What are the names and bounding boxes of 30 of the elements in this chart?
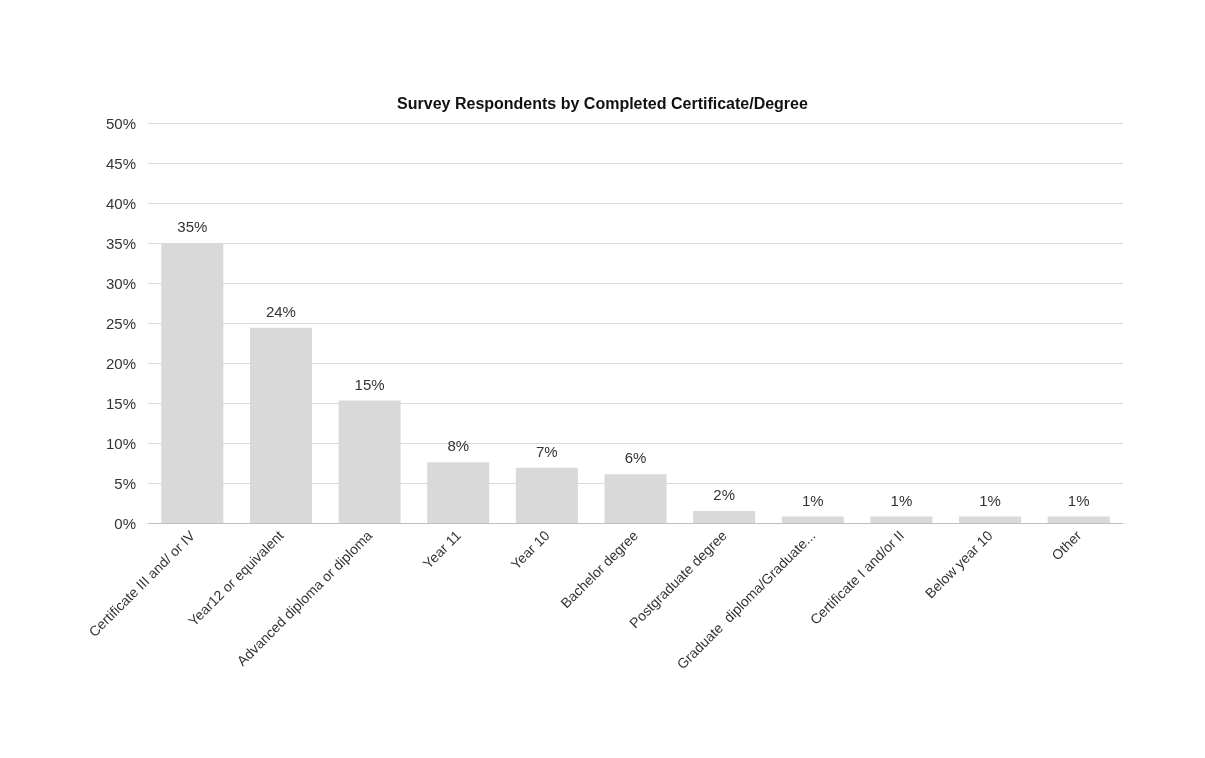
- x-tick-label: Year 10: [507, 527, 553, 573]
- y-tick-label: 35%: [105, 234, 136, 252]
- data-label: 15%: [354, 375, 385, 393]
- data-label: 6%: [624, 449, 647, 467]
- bar: [959, 516, 1022, 523]
- chart-title: Survey Respondents by Completed Certificate/Degree: [397, 94, 808, 112]
- data-label: 1%: [890, 491, 913, 509]
- bar: [781, 516, 844, 523]
- y-tick-label: 5%: [114, 474, 136, 492]
- y-tick-label: 20%: [105, 354, 136, 372]
- y-tick-label: 50%: [105, 114, 136, 132]
- data-label: 8%: [447, 437, 470, 455]
- y-tick-label: 25%: [105, 314, 136, 332]
- data-label: 1%: [1067, 491, 1090, 509]
- data-label: 2%: [713, 486, 735, 503]
- y-tick-label: 45%: [105, 154, 136, 172]
- y-tick-label: 10%: [105, 434, 136, 452]
- bar: [693, 511, 756, 523]
- data-label: 35%: [177, 218, 208, 235]
- y-tick-label: 0%: [114, 514, 136, 532]
- bar: [1047, 516, 1110, 523]
- data-label: 1%: [979, 491, 1001, 509]
- y-tick-label: 30%: [105, 274, 136, 292]
- x-tick-label: Year 11: [419, 527, 465, 572]
- y-tick-label: 40%: [105, 194, 136, 212]
- data-label: 1%: [801, 491, 824, 509]
- bar: [870, 516, 933, 523]
- y-tick-label: 15%: [105, 394, 136, 412]
- data-label: 7%: [536, 442, 558, 460]
- data-label: 24%: [265, 302, 296, 320]
